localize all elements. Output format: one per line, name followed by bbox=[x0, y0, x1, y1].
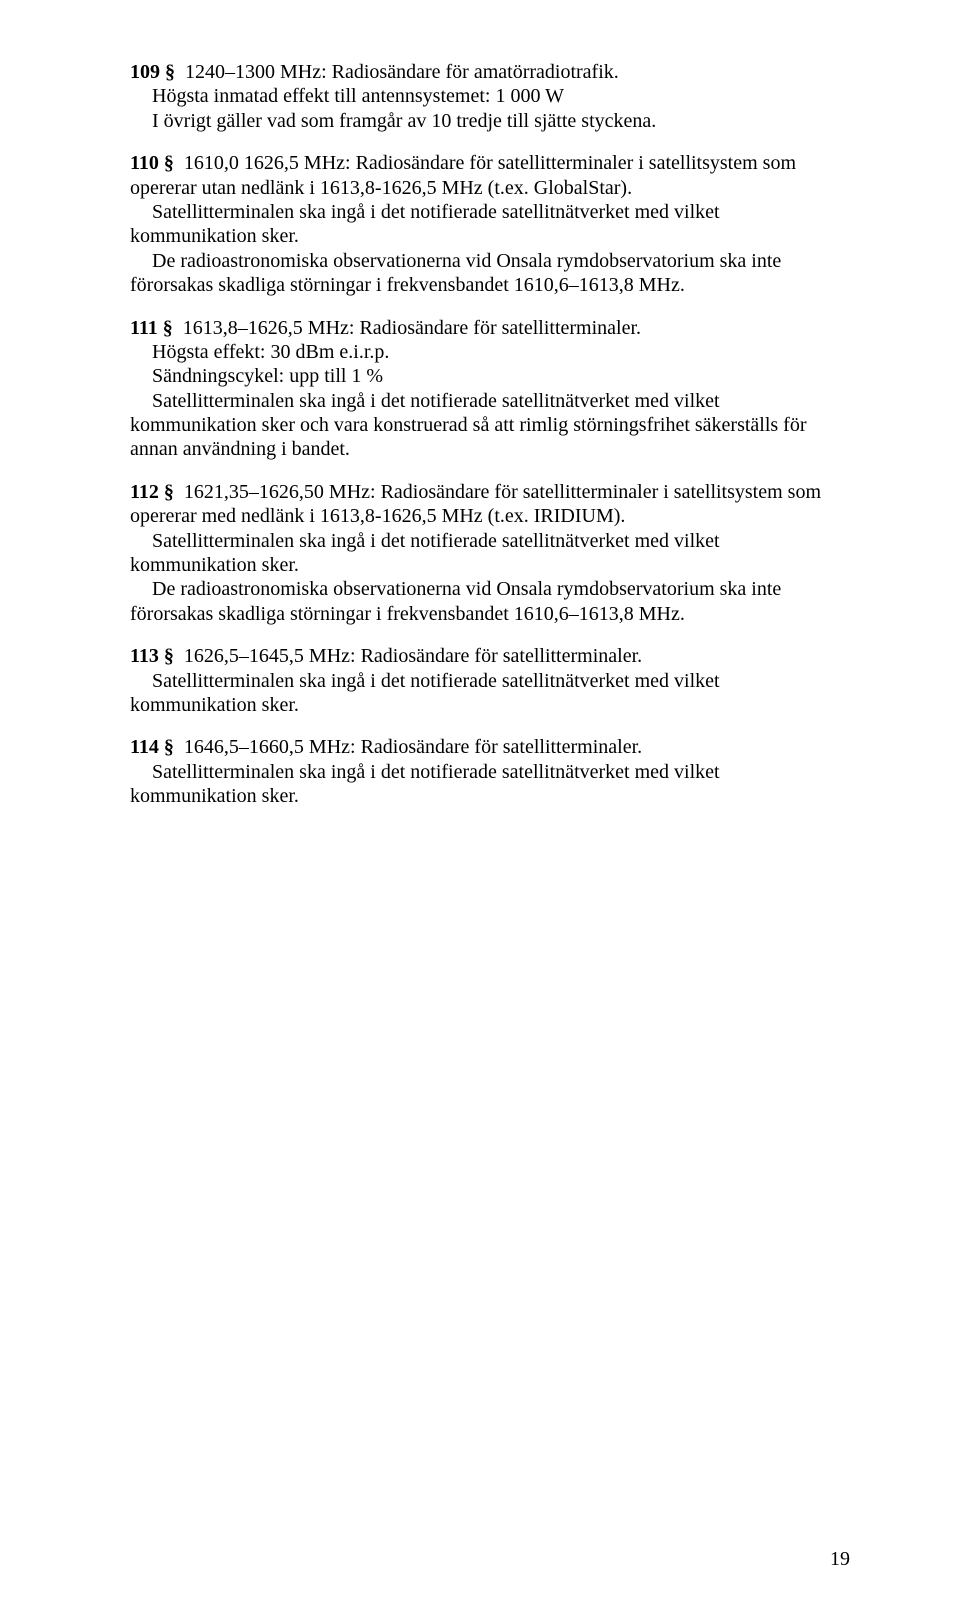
page-number: 19 bbox=[830, 1548, 850, 1571]
section-109-line2: I övrigt gäller vad som framgår av 10 tr… bbox=[130, 109, 656, 133]
section-113-p1: Satellitterminalen ska ingå i det notifi… bbox=[130, 669, 850, 718]
section-110-head: 1610,0 1626,5 MHz: Radiosändare för sate… bbox=[130, 152, 796, 198]
section-112-head: 1621,35–1626,50 MHz: Radiosändare för sa… bbox=[130, 481, 821, 527]
page: 109 § 1240–1300 MHz: Radiosändare för am… bbox=[0, 0, 960, 1613]
section-113: 113 § 1626,5–1645,5 MHz: Radiosändare fö… bbox=[130, 644, 850, 717]
section-109-head: 1240–1300 MHz: Radiosändare för amatörra… bbox=[185, 61, 619, 83]
section-112-label: 112 § bbox=[130, 481, 174, 503]
section-111-head: 1613,8–1626,5 MHz: Radiosändare för sate… bbox=[183, 317, 641, 339]
section-112-p1: Satellitterminalen ska ingå i det notifi… bbox=[130, 529, 850, 578]
section-110-p1: Satellitterminalen ska ingå i det notifi… bbox=[130, 200, 850, 249]
section-111-label: 111 § bbox=[130, 317, 173, 339]
section-111-line2: Sändningscykel: upp till 1 % bbox=[130, 364, 383, 388]
section-114: 114 § 1646,5–1660,5 MHz: Radiosändare fö… bbox=[130, 735, 850, 808]
section-109: 109 § 1240–1300 MHz: Radiosändare för am… bbox=[130, 60, 850, 133]
section-109-label: 109 § bbox=[130, 61, 175, 83]
section-114-p1: Satellitterminalen ska ingå i det notifi… bbox=[130, 760, 850, 809]
section-114-head: 1646,5–1660,5 MHz: Radiosändare för sate… bbox=[184, 736, 642, 758]
section-111-line3: Satellitterminalen ska ingå i det notifi… bbox=[130, 389, 850, 462]
section-114-label: 114 § bbox=[130, 736, 174, 758]
section-110: 110 § 1610,0 1626,5 MHz: Radiosändare fö… bbox=[130, 151, 850, 297]
section-113-head: 1626,5–1645,5 MHz: Radiosändare för sate… bbox=[184, 645, 642, 667]
section-109-line1: Högsta inmatad effekt till antennsysteme… bbox=[130, 84, 564, 108]
section-112: 112 § 1621,35–1626,50 MHz: Radiosändare … bbox=[130, 480, 850, 626]
section-111-line1: Högsta effekt: 30 dBm e.i.r.p. bbox=[130, 340, 389, 364]
section-110-p2: De radioastronomiska observationerna vid… bbox=[130, 249, 850, 298]
section-112-p2: De radioastronomiska observationerna vid… bbox=[130, 577, 850, 626]
section-111: 111 § 1613,8–1626,5 MHz: Radiosändare fö… bbox=[130, 316, 850, 462]
section-110-label: 110 § bbox=[130, 152, 174, 174]
section-113-label: 113 § bbox=[130, 645, 174, 667]
